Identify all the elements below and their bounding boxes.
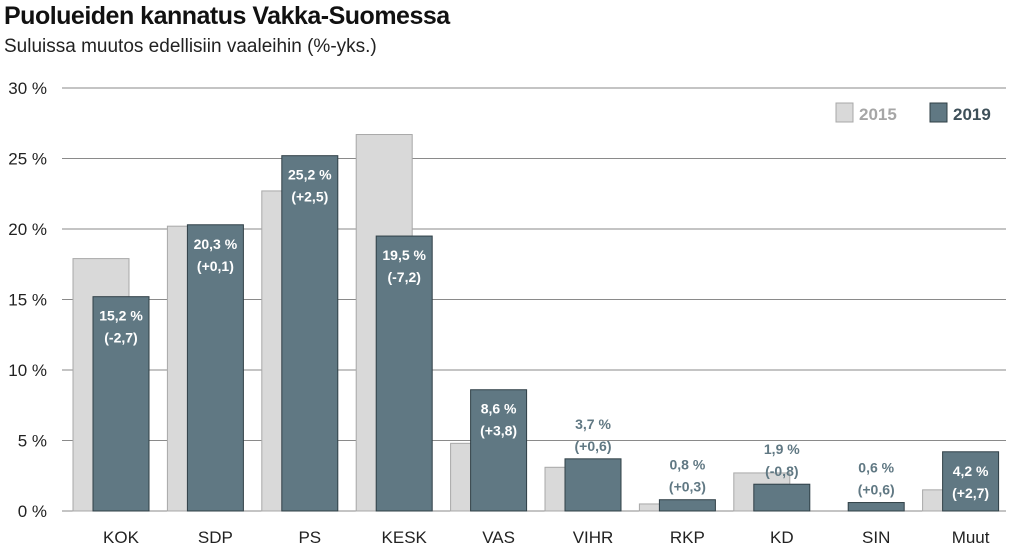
data-label-change: (+0,1) xyxy=(197,258,234,274)
x-tick-label: KESK xyxy=(382,528,428,547)
y-tick-label: 0 % xyxy=(18,502,47,521)
chart-title: Puolueiden kannatus Vakka-Suomessa xyxy=(4,2,450,30)
data-label-value: 0,6 % xyxy=(858,460,894,476)
bar-2019 xyxy=(186,224,244,512)
x-tick-label: SDP xyxy=(198,528,233,547)
x-tick-label: VIHR xyxy=(573,528,614,547)
data-label-change: (+2,7) xyxy=(952,485,989,501)
data-label-value: 25,2 % xyxy=(288,167,332,183)
x-tick-label: RKP xyxy=(670,528,705,547)
x-tick-label: KD xyxy=(770,528,794,547)
y-tick-label: 30 % xyxy=(8,79,47,98)
data-label-value: 19,5 % xyxy=(382,247,426,263)
x-tick-label: PS xyxy=(298,528,321,547)
bar-2019 xyxy=(942,451,1000,512)
data-label-value: 8,6 % xyxy=(481,401,517,417)
x-tick-label: Muut xyxy=(952,528,990,547)
legend-label-2015: 2015 xyxy=(859,105,897,124)
legend-label-2019: 2019 xyxy=(953,105,991,124)
y-tick-label: 10 % xyxy=(8,361,47,380)
y-tick-label: 25 % xyxy=(8,150,47,169)
legend-swatch-2019 xyxy=(929,102,948,123)
data-label-value: 0,8 % xyxy=(669,457,705,473)
bar-2019 xyxy=(281,155,339,512)
data-label-change: (+0,6) xyxy=(858,482,895,498)
data-label-change: (+2,5) xyxy=(291,189,328,205)
bar-2019 xyxy=(658,499,716,512)
x-tick-label: KOK xyxy=(103,528,140,547)
bar-2019 xyxy=(375,235,433,512)
bar-2019 xyxy=(470,389,528,512)
data-label-value: 4,2 % xyxy=(953,463,989,479)
data-label-value: 3,7 % xyxy=(575,416,611,432)
data-label-change: (+0,3) xyxy=(669,479,706,495)
data-label-change: (-0,8) xyxy=(765,463,798,479)
x-tick-label: VAS xyxy=(482,528,515,547)
data-label-value: 20,3 % xyxy=(194,236,238,252)
data-label-change: (+3,8) xyxy=(480,423,517,439)
data-label-change: (-2,7) xyxy=(104,330,137,346)
bar-2019 xyxy=(753,483,811,512)
data-label-change: (+0,6) xyxy=(575,438,612,454)
y-tick-label: 15 % xyxy=(8,291,47,310)
x-tick-label: SIN xyxy=(862,528,890,547)
y-tick-label: 20 % xyxy=(8,220,47,239)
y-tick-label: 5 % xyxy=(18,432,47,451)
data-label-value: 15,2 % xyxy=(99,308,143,324)
bar-2019 xyxy=(847,502,905,512)
legend-swatch-2015 xyxy=(835,102,854,123)
bar-2019 xyxy=(92,296,150,512)
data-label-value: 1,9 % xyxy=(764,441,800,457)
data-label-change: (-7,2) xyxy=(387,269,420,285)
chart-subtitle: Suluissa muutos edellisiin vaaleihin (%-… xyxy=(4,36,377,57)
bar-2019 xyxy=(564,458,622,512)
